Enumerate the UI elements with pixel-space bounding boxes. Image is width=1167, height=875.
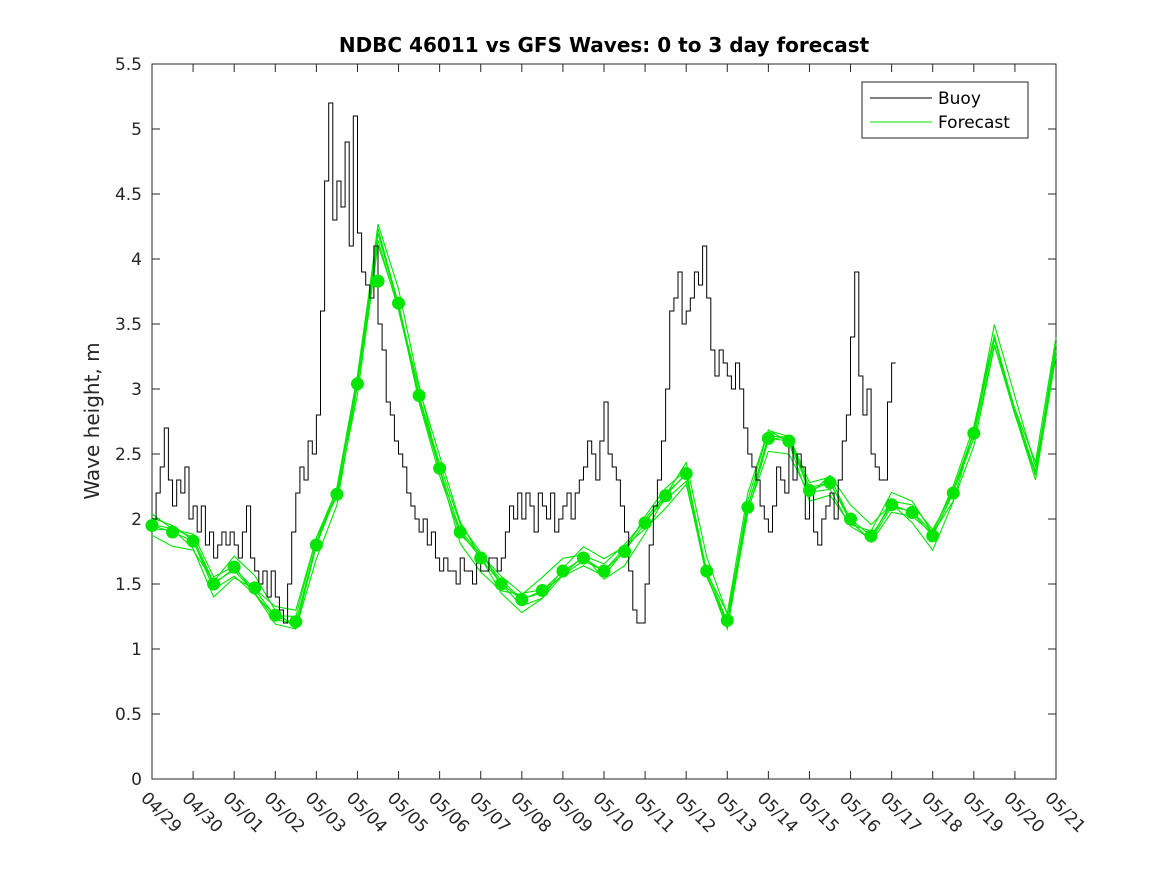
y-tick-label: 2.5 — [115, 445, 142, 465]
y-tick-label: 1.5 — [115, 575, 142, 595]
x-tick-label: 05/03 — [301, 788, 350, 837]
x-tick-label: 05/12 — [671, 788, 720, 837]
forecast-marker — [371, 274, 385, 288]
x-tick-label: 05/11 — [630, 788, 679, 837]
forecast-marker — [166, 525, 180, 539]
forecast-marker — [967, 426, 981, 440]
forecast-marker — [782, 434, 796, 448]
legend-label-buoy: Buoy — [938, 89, 981, 109]
forecast-marker — [350, 377, 364, 391]
x-tick-label: 05/01 — [219, 788, 268, 837]
y-axis: 0 0.5 1 1.5 2 2.5 3 3.5 4 4.5 5 5.5 — [115, 55, 1056, 790]
forecast-marker — [227, 560, 241, 574]
x-tick-label: 05/17 — [876, 788, 925, 837]
forecast-marker — [145, 519, 159, 532]
x-tick-label: 05/09 — [547, 788, 596, 837]
forecast-marker — [392, 296, 406, 310]
x-tick-label: 05/20 — [999, 788, 1048, 837]
y-tick-label: 2 — [131, 510, 142, 530]
chart-title: NDBC 46011 vs GFS Waves: 0 to 3 day fore… — [339, 33, 870, 57]
forecast-line — [151, 240, 1057, 624]
forecast-marker — [905, 506, 919, 519]
forecast-line — [151, 223, 1057, 630]
y-tick-label: 1 — [131, 640, 142, 660]
forecast-marker — [659, 489, 673, 503]
y-tick-label: 5.5 — [115, 55, 142, 75]
forecast-marker — [576, 551, 590, 565]
x-tick-label: 04/29 — [136, 788, 185, 837]
y-axis-label: Wave height, m — [80, 342, 104, 499]
y-tick-label: 0 — [131, 770, 142, 790]
y-tick-label: 5 — [131, 120, 142, 140]
forecast-marker — [597, 564, 611, 578]
forecast-marker — [309, 538, 323, 552]
forecast-marker — [494, 577, 508, 591]
forecast-marker — [802, 483, 816, 497]
forecast-marker — [412, 389, 426, 402]
y-tick-label: 3.5 — [115, 315, 142, 335]
forecast-marker — [720, 613, 734, 627]
forecast-marker — [885, 498, 899, 512]
x-tick-label: 05/14 — [753, 788, 802, 837]
x-tick-label: 05/02 — [260, 788, 309, 837]
forecast-marker — [248, 581, 262, 595]
x-tick-label: 05/19 — [958, 788, 1007, 837]
forecast-marker — [289, 615, 303, 629]
legend: Buoy Forecast — [861, 81, 1029, 139]
x-tick-label: 05/04 — [342, 788, 391, 837]
forecast-marker — [679, 467, 693, 480]
forecast-marker — [453, 525, 467, 539]
buoy-line — [152, 102, 896, 624]
forecast-marker — [946, 486, 960, 500]
forecast-marker — [268, 608, 282, 622]
forecast-marker — [741, 500, 755, 514]
forecast-marker — [474, 551, 488, 565]
x-tick-label: 05/18 — [917, 788, 966, 837]
x-tick-label: 04/30 — [178, 788, 227, 837]
x-tick-label: 05/07 — [465, 788, 514, 837]
forecast-marker — [618, 545, 632, 558]
x-tick-label: 05/15 — [794, 788, 843, 837]
forecast-marker — [207, 577, 221, 591]
forecast-marker — [638, 516, 652, 530]
forecast-marker — [700, 564, 714, 578]
y-tick-label: 4 — [131, 250, 142, 270]
forecast-marker — [926, 529, 940, 543]
forecast-marker — [823, 476, 837, 490]
y-tick-label: 3 — [131, 380, 142, 400]
x-tick-label: 05/10 — [588, 788, 637, 837]
x-tick-label: 05/06 — [424, 788, 473, 837]
forecast-marker — [186, 534, 200, 548]
forecast-marker — [330, 487, 344, 501]
marker-layer — [145, 274, 981, 629]
legend-label-forecast: Forecast — [938, 113, 1010, 133]
x-tick-label: 05/16 — [835, 788, 884, 837]
legend-box — [861, 81, 1029, 139]
forecast-marker — [433, 461, 447, 475]
x-tick-label: 05/05 — [383, 788, 432, 837]
forecast-marker — [761, 431, 775, 445]
forecast-marker — [864, 529, 878, 543]
x-tick-label: 05/08 — [506, 788, 555, 837]
x-tick-label: 05/21 — [1040, 788, 1089, 837]
forecast-marker — [556, 564, 570, 578]
forecast-marker — [515, 593, 529, 607]
x-tick-label: 05/13 — [712, 788, 761, 837]
forecast-marker — [844, 512, 858, 526]
forecast-marker — [535, 584, 549, 597]
y-tick-label: 0.5 — [115, 705, 142, 725]
forecast-line — [151, 244, 1057, 615]
y-tick-label: 4.5 — [115, 185, 142, 205]
